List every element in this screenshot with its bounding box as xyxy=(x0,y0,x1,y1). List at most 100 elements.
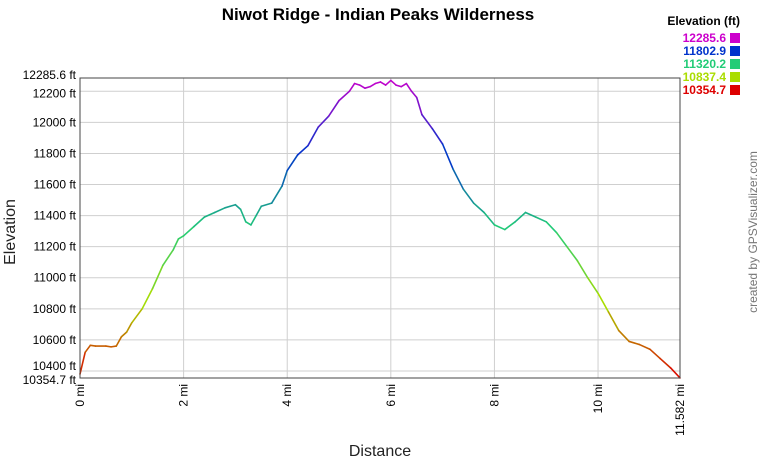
profile-segment xyxy=(79,351,86,375)
profile-segment xyxy=(405,82,413,93)
y-tick-label: 12000 ft xyxy=(33,115,77,129)
profile-segment xyxy=(120,331,128,338)
profile-segment xyxy=(514,211,527,223)
profile-segment xyxy=(441,143,454,170)
y-tick-label: 11400 ft xyxy=(34,209,77,223)
profile-segment xyxy=(452,168,465,190)
y-tick-label: 11000 ft xyxy=(34,271,77,285)
legend-value: 10837.4 xyxy=(683,70,727,84)
legend-swatch xyxy=(730,85,740,95)
profile-segment xyxy=(483,211,496,226)
x-tick-label: 11.582 mi xyxy=(673,384,687,436)
profile-segment xyxy=(607,311,620,332)
profile-segment xyxy=(374,81,382,85)
legend-title: Elevation (ft) xyxy=(667,14,740,28)
profile-segment xyxy=(364,85,371,89)
profile-segment xyxy=(379,81,387,86)
profile-segment xyxy=(110,345,118,348)
profile-segment xyxy=(659,357,672,369)
elevation-profile-line xyxy=(79,79,681,379)
legend-value: 11802.9 xyxy=(683,44,726,58)
profile-segment xyxy=(555,231,568,248)
y-tick-label: 11600 ft xyxy=(34,178,77,192)
profile-segment xyxy=(182,225,195,237)
profile-segment xyxy=(348,82,356,93)
profile-segment xyxy=(410,90,418,99)
profile-segment xyxy=(649,348,662,360)
profile-segment xyxy=(286,154,299,172)
profile-segment xyxy=(431,127,444,145)
profile-segment xyxy=(421,113,434,130)
y-tick-label: 11200 ft xyxy=(34,240,77,254)
x-tick-label: 4 mi xyxy=(280,384,294,407)
profile-segment xyxy=(131,308,143,324)
legend-value: 11320.2 xyxy=(683,57,726,71)
grid xyxy=(79,77,681,379)
x-tick-label: 2 mi xyxy=(177,384,191,407)
x-tick-label: 8 mi xyxy=(487,384,501,407)
profile-segment xyxy=(638,343,651,351)
profile-segment xyxy=(255,205,263,217)
profile-segment xyxy=(597,292,610,313)
profile-segment xyxy=(535,216,548,223)
profile-segment xyxy=(224,205,232,209)
profile-segment xyxy=(524,211,537,218)
y-tick-label: 10800 ft xyxy=(33,302,77,316)
profile-segment xyxy=(395,84,402,88)
x-axis: 0 mi 2 mi 4 mi 6 mi 8 mi 10 mi 11.582 mi xyxy=(73,384,687,436)
profile-segment xyxy=(239,208,247,223)
profile-segment xyxy=(628,340,641,346)
profile-segment xyxy=(89,344,97,347)
profile-segment xyxy=(493,224,506,231)
profile-segment xyxy=(229,203,237,208)
profile-segment xyxy=(400,82,408,88)
y-axis-label: Elevation xyxy=(2,199,19,265)
profile-segment xyxy=(270,185,283,204)
y-tick-label: 12200 ft xyxy=(33,86,77,100)
profile-segment xyxy=(353,82,361,86)
profile-segment xyxy=(250,214,257,226)
profile-segment xyxy=(162,248,175,267)
profile-segment xyxy=(390,79,397,86)
profile-segment xyxy=(503,221,516,231)
legend-swatch xyxy=(730,33,740,43)
profile-segment xyxy=(203,211,216,218)
profile-segment xyxy=(177,234,185,240)
profile-segment xyxy=(384,79,392,86)
x-tick-label: 6 mi xyxy=(384,384,398,407)
profile-segment xyxy=(193,216,206,228)
legend-value: 12285.6 xyxy=(683,31,727,45)
y-tick-label: 12285.6 ft xyxy=(23,68,77,82)
chart-title: Niwot Ridge - Indian Peaks Wilderness xyxy=(222,5,535,24)
credit-text: created by GPSVisualizer.com xyxy=(746,151,760,313)
profile-segment xyxy=(125,321,133,333)
profile-segment xyxy=(327,99,340,117)
profile-segment xyxy=(545,221,558,234)
y-tick-label: 10354.7 ft xyxy=(23,373,77,387)
profile-segment xyxy=(244,221,252,226)
plot-frame xyxy=(79,77,681,379)
profile-segment xyxy=(115,335,123,347)
profile-segment xyxy=(617,329,630,343)
profile-segment xyxy=(84,344,92,354)
profile-segment xyxy=(586,276,599,295)
y-tick-label: 10600 ft xyxy=(33,333,77,347)
x-axis-label: Distance xyxy=(349,443,411,460)
profile-segment xyxy=(669,367,681,379)
legend-swatch xyxy=(730,46,740,56)
legend-swatch xyxy=(730,59,740,69)
profile-segment xyxy=(307,126,320,147)
profile-segment xyxy=(141,287,154,310)
profile-segment xyxy=(172,238,180,251)
profile-segment xyxy=(472,202,485,214)
profile-segment xyxy=(105,345,112,348)
profile-segment xyxy=(462,188,475,204)
profile-segment xyxy=(260,202,273,208)
y-tick-label: 10400 ft xyxy=(33,359,77,373)
x-tick-label: 0 mi xyxy=(73,384,87,407)
x-tick-label: 10 mi xyxy=(591,384,605,413)
profile-segment xyxy=(369,82,377,88)
